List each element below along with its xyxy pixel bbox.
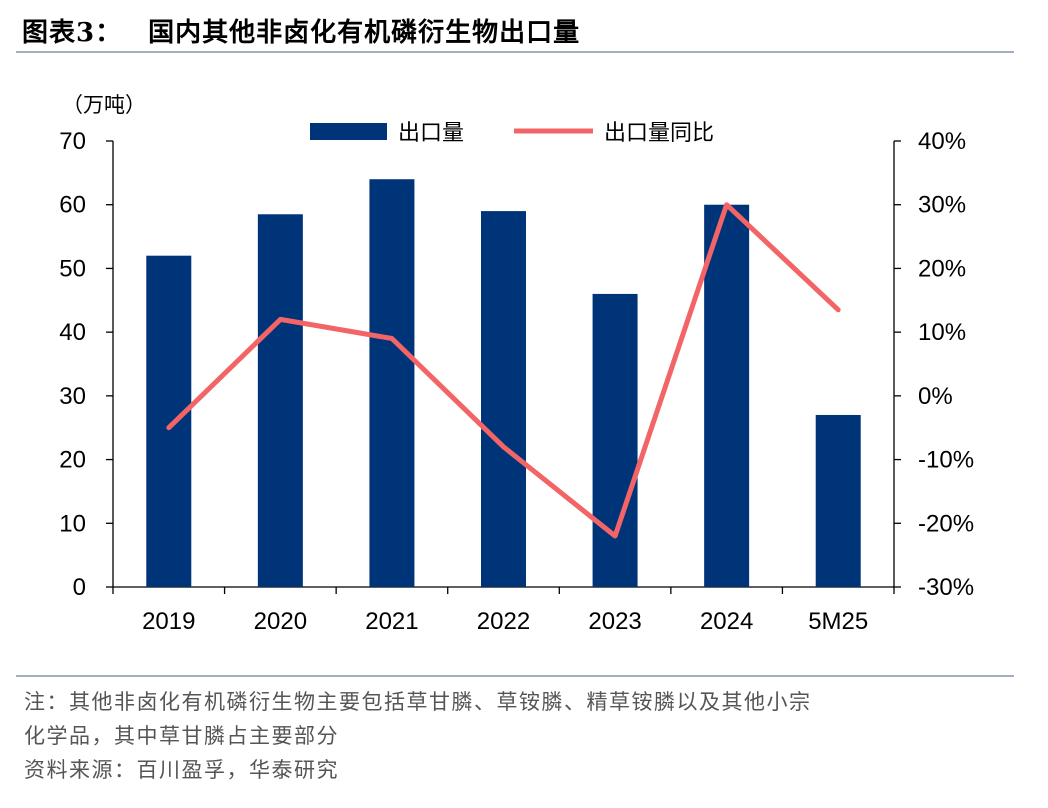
right-tick-label: -10%: [918, 447, 974, 474]
bar: [815, 414, 861, 587]
bar: [146, 255, 192, 587]
bars: [146, 179, 861, 588]
right-tick-label: 40%: [918, 128, 966, 155]
bar: [481, 211, 526, 588]
legend-swatch-bar: [310, 123, 387, 140]
x-tick-label: 2019: [142, 608, 195, 635]
x-tick-label: 2022: [477, 608, 530, 635]
left-tick-label: 70: [59, 128, 86, 155]
legend-label-bar: 出口量: [398, 121, 464, 146]
x-tick-label: 2023: [588, 608, 641, 635]
bar: [704, 204, 750, 587]
figure-label: 图表3：: [22, 18, 123, 48]
line-series: [166, 202, 841, 539]
figure-title-text: 国内其他非卤化有机磷衍生物出口量: [148, 18, 581, 48]
x-tick-labels: 2019 2020 2021 2022 2023 2024 5M25: [142, 608, 868, 635]
left-tick-label: 50: [59, 255, 86, 282]
right-tick-label: 10%: [918, 319, 966, 346]
x-tick-label: 2020: [254, 608, 307, 635]
x-tick-label: 2024: [700, 608, 753, 635]
left-tick-label: 40: [59, 319, 86, 346]
figure-title: 图表3： 国内其他非卤化有机磷衍生物出口量: [22, 12, 580, 49]
chart: （万吨） 0 10 20 30 40 50 60 70 -30% -20% -10% 0% 10% 20%…: [59, 93, 974, 635]
x-tick-label: 2021: [365, 608, 418, 635]
title-divider: [16, 51, 1014, 53]
bar: [369, 179, 415, 587]
axes: 0 10 20 30 40 50 60 70 -30% -20% -10% 0% 10% 20% 30% 40…: [59, 128, 974, 601]
left-tick-label: 10: [59, 510, 86, 537]
right-tick-label: 20%: [918, 255, 966, 282]
right-tick-label: -20%: [918, 510, 974, 537]
x-tick-label: 5M25: [808, 608, 868, 635]
footer-divider: [16, 675, 1014, 677]
right-tick-label: 0%: [918, 383, 953, 410]
right-tick-label: 30%: [918, 192, 966, 219]
left-axis-unit: （万吨）: [62, 93, 146, 117]
bar: [257, 214, 303, 587]
left-tick-label: 60: [59, 192, 86, 219]
bar: [592, 293, 638, 587]
note-line-2: 化学品，其中草甘膦占主要部分: [24, 724, 339, 748]
left-tick-label: 0: [73, 574, 86, 601]
left-tick-label: 20: [59, 447, 86, 474]
right-tick-label: -30%: [918, 574, 974, 601]
source-text: 资料来源：百川盈孚，华泰研究: [24, 758, 339, 782]
legend-label-line: 出口量同比: [604, 121, 714, 146]
note-line-1: 注：其他非卤化有机磷衍生物主要包括草甘膦、草铵膦、精草铵膦以及其他小宗: [24, 690, 812, 714]
left-tick-label: 30: [59, 383, 86, 410]
legend: 出口量 出口量同比: [310, 121, 714, 146]
